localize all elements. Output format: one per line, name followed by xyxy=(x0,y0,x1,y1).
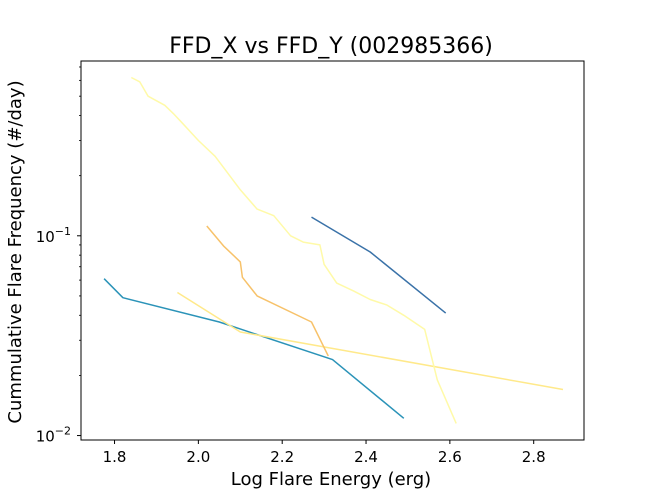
y-tick-label: 10−2 xyxy=(36,425,71,446)
series-line-5 xyxy=(130,76,457,424)
x-tick-label: 1.8 xyxy=(103,448,127,466)
series-line-3 xyxy=(177,291,564,391)
y-axis: 10−2 10−1 xyxy=(36,66,81,446)
x-tick-label: 2.6 xyxy=(438,448,462,466)
series-line-2 xyxy=(103,278,405,419)
x-tick-label: 2.8 xyxy=(522,448,546,466)
x-axis: 1.8 2.0 2.2 2.4 2.6 2.8 xyxy=(103,440,546,466)
x-axis-label: Log Flare Energy (erg) xyxy=(231,469,431,490)
y-tick-label: 10−1 xyxy=(36,225,71,246)
plot-area xyxy=(103,76,564,424)
chart-title: FFD_X vs FFD_Y (002985366) xyxy=(169,34,493,59)
y-axis-label: Cummulative Flare Frequency (#/day) xyxy=(5,80,26,423)
series-line-4 xyxy=(206,225,329,357)
x-tick-label: 2.4 xyxy=(354,448,378,466)
x-tick-label: 2.2 xyxy=(270,448,294,466)
x-tick-label: 2.0 xyxy=(186,448,210,466)
axes-frame xyxy=(80,60,585,441)
series-line-1 xyxy=(311,216,447,314)
